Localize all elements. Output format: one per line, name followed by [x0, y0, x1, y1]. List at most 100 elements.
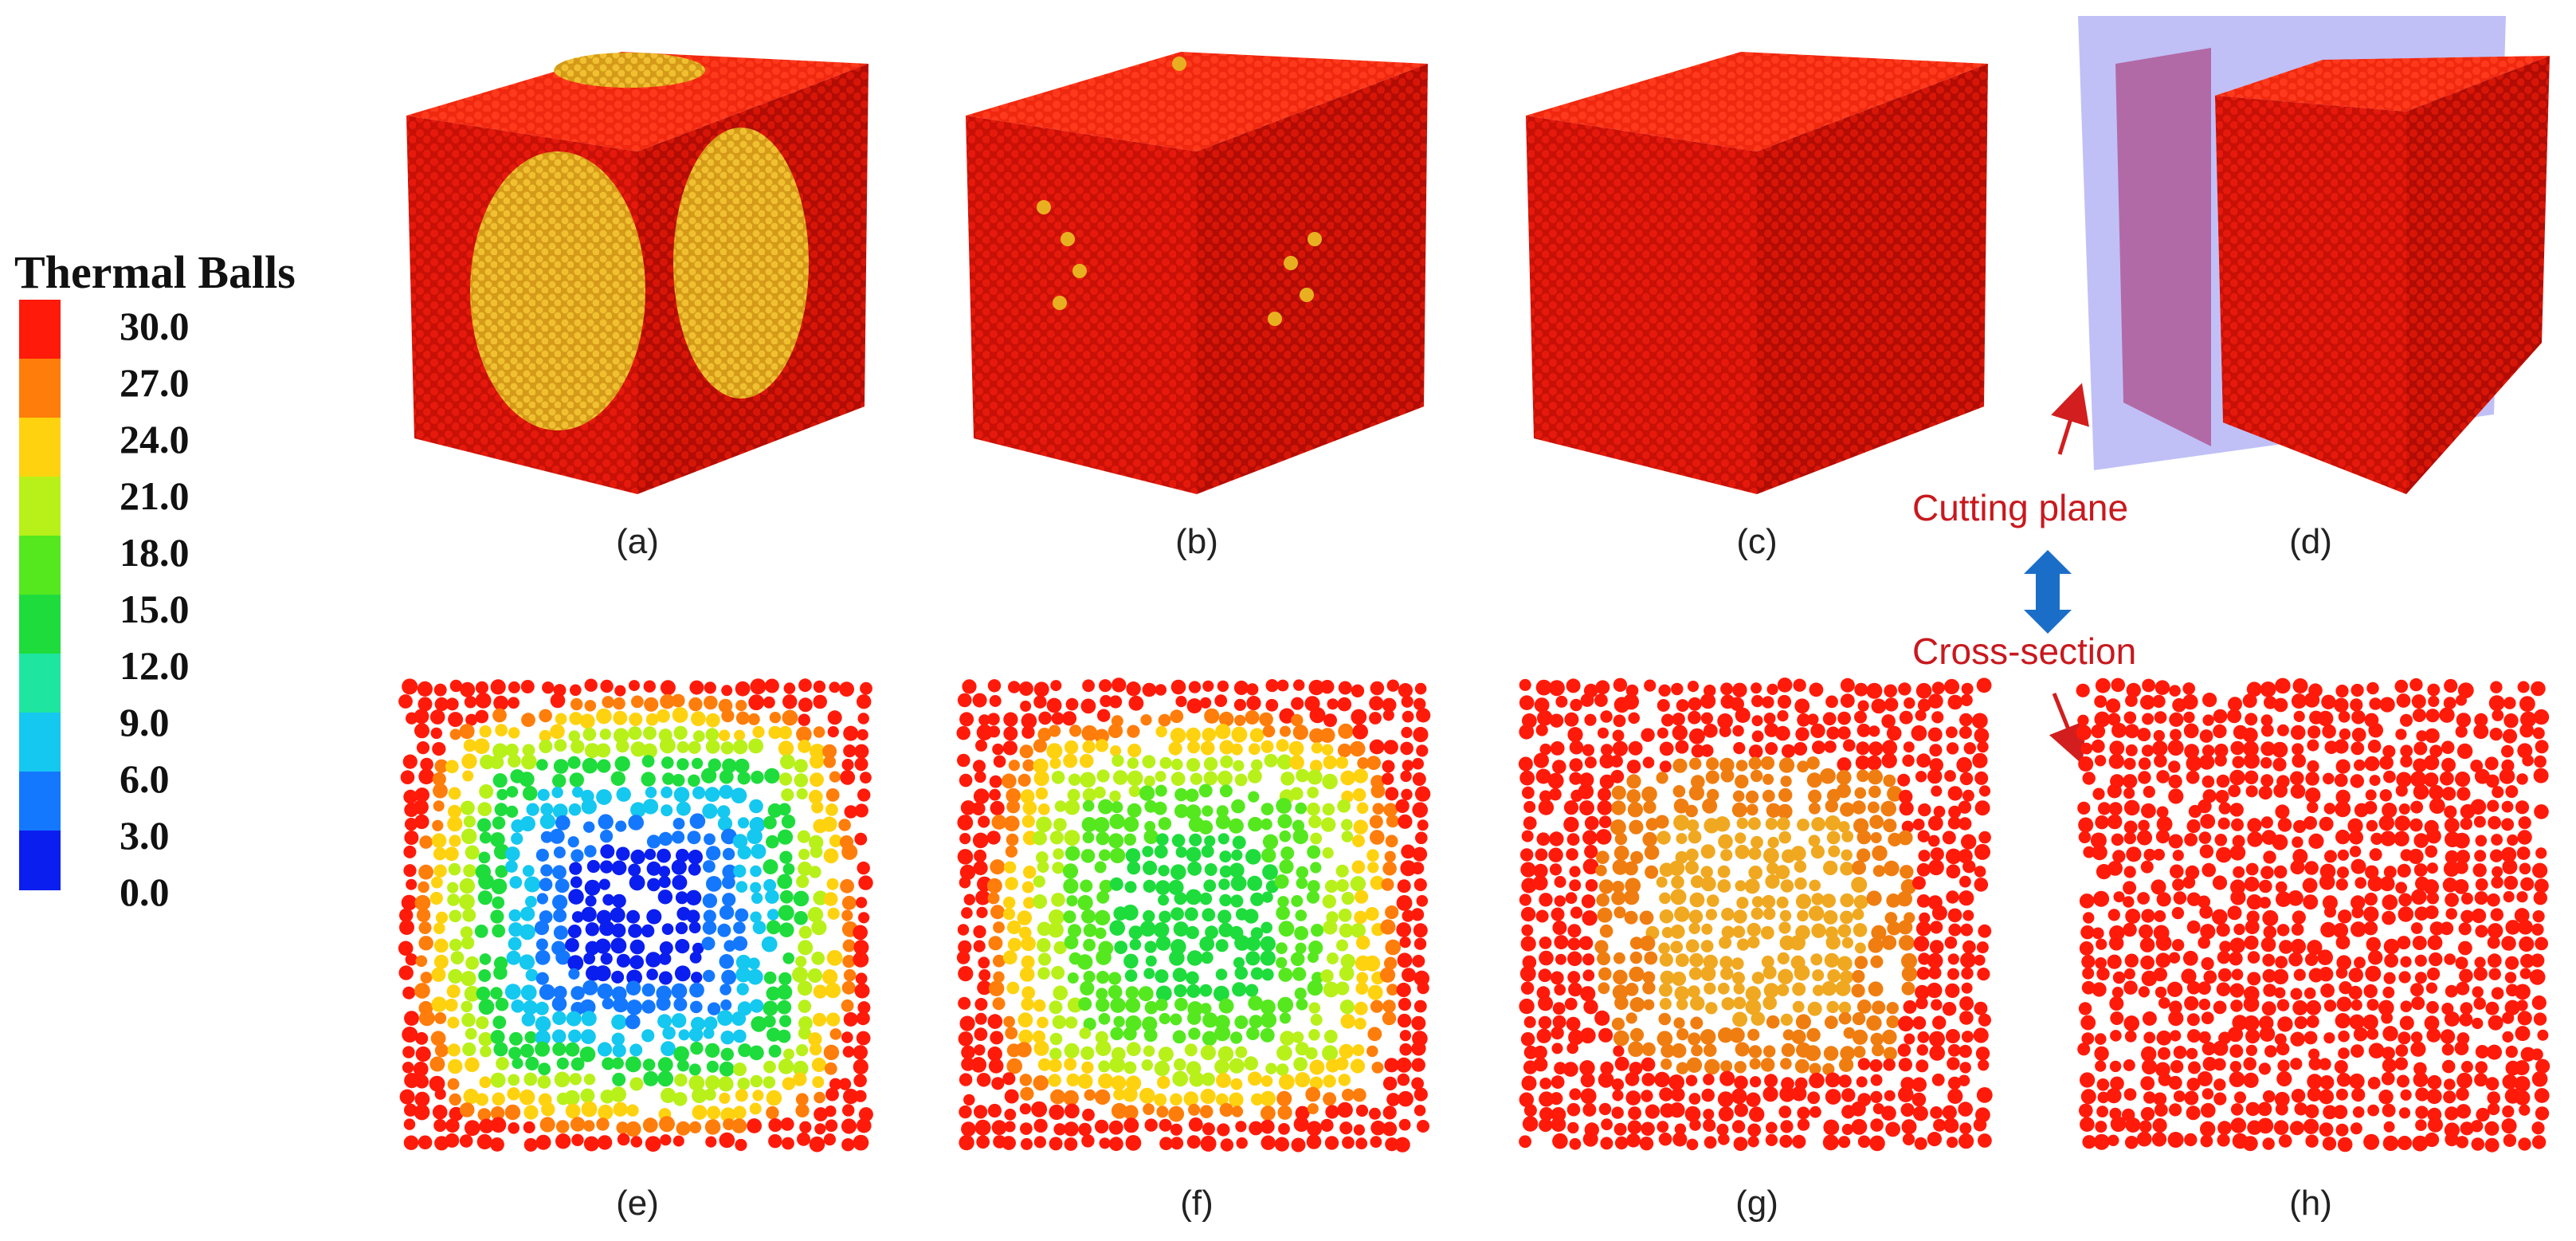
particle	[2213, 724, 2227, 739]
particle	[613, 697, 625, 710]
particle	[1851, 877, 1868, 893]
particle	[1033, 999, 1046, 1012]
particle	[615, 820, 627, 832]
particle	[1020, 789, 1035, 804]
particle	[1854, 956, 1868, 969]
particle	[645, 1136, 661, 1152]
particle	[765, 890, 779, 904]
particle	[1582, 830, 1598, 846]
particle	[1870, 1032, 1884, 1047]
particle	[2198, 895, 2211, 909]
particle	[1627, 802, 1643, 818]
particle	[2143, 785, 2155, 799]
particle	[1582, 858, 1599, 874]
particle	[1413, 1105, 1426, 1117]
particle	[1159, 1118, 1172, 1132]
particle	[2272, 834, 2288, 850]
particle	[1564, 712, 1579, 727]
particle	[647, 878, 661, 892]
particle	[1077, 1074, 1093, 1090]
particle	[823, 848, 839, 864]
particle	[2143, 1031, 2156, 1044]
particle	[645, 787, 657, 799]
particle	[1600, 1137, 1613, 1150]
particle	[1765, 818, 1778, 831]
particle	[1685, 1074, 1698, 1086]
particle	[1567, 951, 1582, 967]
particle	[1688, 967, 1703, 980]
particle	[1535, 768, 1551, 784]
particle	[747, 713, 760, 725]
particle	[414, 709, 429, 725]
particle	[1856, 1076, 1868, 1088]
particle	[1599, 774, 1614, 789]
particle	[2095, 1033, 2107, 1045]
particle	[1142, 846, 1154, 858]
particle	[2229, 769, 2245, 786]
particle	[1731, 1120, 1746, 1133]
particle	[825, 803, 838, 816]
particle	[2275, 804, 2290, 819]
particle	[688, 1027, 704, 1042]
particle	[2153, 1092, 2167, 1106]
particle	[447, 1078, 460, 1090]
particle	[1337, 799, 1351, 813]
particle	[1960, 693, 1973, 707]
particle	[1175, 846, 1187, 858]
particle	[957, 693, 972, 708]
particle	[763, 971, 777, 984]
particle	[959, 876, 971, 889]
particle	[1276, 905, 1290, 921]
particle	[2260, 724, 2274, 737]
particle	[1978, 1059, 1990, 1071]
particle	[1353, 819, 1368, 835]
particle	[1188, 1117, 1203, 1132]
particle	[1961, 967, 1974, 980]
particle	[1411, 908, 1425, 921]
particle	[1627, 1120, 1642, 1134]
particle	[1200, 697, 1212, 709]
particle	[810, 772, 824, 787]
particle	[1684, 860, 1699, 875]
legend-swatch	[19, 713, 61, 772]
particle	[2290, 938, 2306, 955]
particle	[2304, 861, 2319, 875]
particle	[2443, 697, 2456, 710]
particle	[1645, 1104, 1660, 1119]
particle	[614, 756, 630, 772]
particle	[2307, 1087, 2322, 1102]
particle	[1736, 817, 1748, 830]
particle	[522, 786, 538, 801]
particle	[1857, 999, 1872, 1014]
particle	[418, 881, 429, 893]
particle	[1064, 1137, 1078, 1151]
particle	[461, 1013, 476, 1027]
particle	[1202, 1031, 1217, 1047]
particle	[797, 830, 810, 843]
particle	[1156, 1106, 1169, 1118]
particle	[555, 1133, 571, 1149]
particle	[2245, 1102, 2260, 1117]
particle	[490, 1106, 505, 1121]
particle	[550, 724, 565, 740]
particle	[492, 773, 508, 788]
particle	[552, 803, 568, 819]
particle	[2440, 921, 2454, 936]
particle	[1915, 921, 1931, 937]
particle	[602, 696, 614, 709]
particle	[1365, 907, 1379, 921]
particle	[505, 860, 518, 873]
particle	[1809, 1072, 1825, 1089]
particle	[1095, 739, 1109, 752]
particle	[2138, 986, 2150, 998]
particle	[1396, 1057, 1412, 1073]
particle	[2137, 892, 2151, 905]
particle	[1110, 1027, 1123, 1041]
particle	[1265, 1062, 1277, 1074]
particle	[973, 940, 986, 952]
particle	[446, 984, 461, 999]
particle	[2394, 1057, 2408, 1070]
particle	[2456, 694, 2467, 706]
particle	[747, 968, 763, 985]
particle	[2412, 936, 2427, 950]
